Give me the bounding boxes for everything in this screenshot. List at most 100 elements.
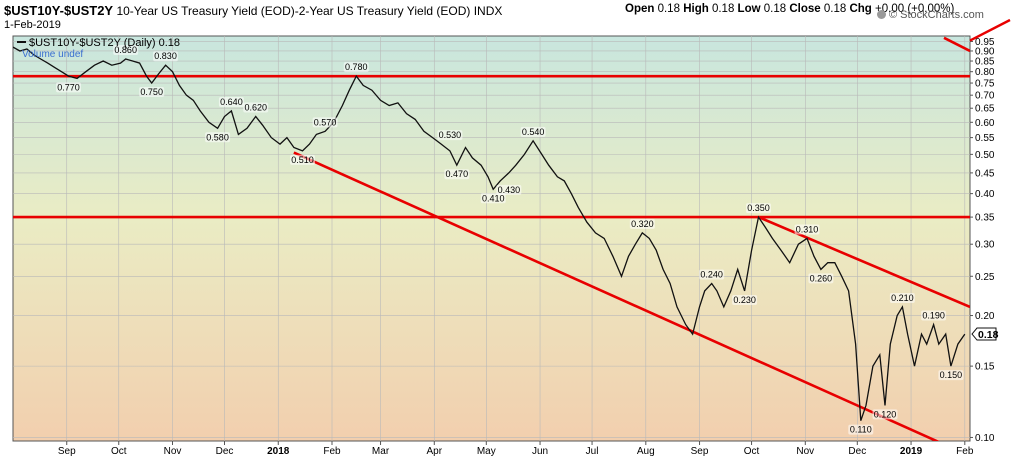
annotation-bg (629, 218, 655, 229)
annotation-label: 0.830 (154, 51, 177, 61)
description: 10-Year US Treasury Yield (EOD)-2-Year U… (116, 4, 471, 18)
y-tick-label: 0.35 (975, 213, 995, 224)
y-tick-label: 0.45 (975, 168, 995, 179)
chart-title: $UST10Y-$UST2Y 10-Year US Treasury Yield… (4, 3, 502, 18)
annotation-label: 0.230 (733, 295, 756, 305)
x-axis: Sep Oct Nov Dec 2018 Feb Mar Apr May Jun Jul Aug Sep… (58, 441, 974, 457)
x-tick-label: Oct (111, 446, 127, 457)
annotation-bg (872, 409, 898, 420)
annotation-bg (139, 87, 165, 98)
annotation-label: 0.540 (522, 127, 545, 137)
annotation-label: 0.780 (345, 62, 368, 72)
annotation-label: 0.310 (796, 224, 819, 234)
close-label: Close (789, 3, 821, 15)
y-tick-label: 0.80 (975, 67, 995, 78)
brand-watermark: © StockCharts.com (877, 9, 984, 21)
x-tick-label: Feb (323, 446, 341, 457)
annotation-label: 0.510 (291, 155, 314, 165)
annotation-label: 0.580 (206, 132, 229, 142)
y-tick-label: 0.10 (975, 433, 995, 444)
y-axis: 0.950.900.850.800.750.70 0.65 0.60 0.55 0.50… (970, 37, 995, 444)
annotation-bg (243, 102, 269, 113)
annotation-bg (205, 132, 231, 143)
last-value-marker: 0.18 (971, 327, 999, 341)
trendline-extension (969, 18, 1011, 42)
annotation-label: 0.570 (314, 117, 337, 127)
annotation-bg (921, 310, 947, 321)
y-tick-label: 0.85 (975, 57, 995, 68)
x-tick-label: Sep (58, 446, 76, 457)
y-tick-label: 0.55 (975, 133, 995, 144)
annotation-bg (113, 44, 139, 55)
annotation-label: 0.260 (810, 273, 833, 283)
y-tick-label: 0.95 (975, 37, 995, 48)
y-tick-label: 0.65 (975, 104, 995, 115)
x-tick-label: Oct (744, 446, 760, 457)
annotation-bg (480, 193, 506, 204)
x-tick-label: Sep (691, 446, 709, 457)
y-tick-label: 0.70 (975, 91, 995, 102)
x-tick-label: Jul (586, 446, 599, 457)
low-label: Low (737, 3, 761, 15)
annotation-bg (290, 154, 316, 165)
annotation-bg (343, 62, 369, 73)
annotation-label: 0.410 (482, 193, 505, 203)
trendline (757, 215, 970, 309)
high-label: High (683, 3, 709, 15)
x-tick-label: Apr (427, 446, 443, 457)
x-tick-label: Jun (532, 446, 548, 457)
annotation-label: 0.620 (244, 103, 267, 113)
legend: $UST10Y-$UST2Y (Daily) 0.18 Volume undef (17, 37, 180, 60)
annotation-bg (312, 117, 338, 128)
close-value: 0.18 (823, 3, 847, 15)
x-tick-label: Dec (848, 446, 866, 457)
x-tick-label: Nov (164, 446, 182, 457)
annotation-label: 0.640 (220, 97, 243, 107)
legend-volume-label: Volume undef (22, 49, 83, 60)
annotation-bg (520, 126, 546, 137)
x-tick-label: May (477, 446, 496, 457)
annotation-bg (732, 294, 758, 305)
symbol: $UST10Y-$UST2Y (4, 3, 114, 18)
annotation-label: 0.240 (700, 269, 723, 279)
annotation-bg (794, 224, 820, 235)
x-tick-label: Feb (956, 446, 974, 457)
legend-series-label: $UST10Y-$UST2Y (Daily) 0.18 (29, 37, 180, 49)
annotation-label: 0.530 (439, 130, 462, 140)
x-tick-label: Aug (637, 446, 655, 457)
annotation-bg (889, 292, 915, 303)
series-line (13, 46, 966, 421)
y-tick-label: 0.40 (975, 189, 995, 200)
annotation-label: 0.150 (940, 370, 963, 380)
trendline (293, 151, 940, 441)
annotation-label: 0.210 (891, 293, 914, 303)
annotation-label: 0.320 (631, 219, 654, 229)
annotation-bg (699, 269, 725, 280)
trendline (943, 36, 970, 53)
grid (13, 36, 970, 441)
last-value-label: 0.18 (978, 329, 999, 341)
annotation-bg (496, 184, 522, 195)
chart-date: 1-Feb-2019 (4, 19, 61, 31)
y-tick-label: 0.25 (975, 272, 995, 283)
annotation-label: 0.470 (446, 169, 469, 179)
trendlines (293, 36, 970, 441)
y-tick-label: 0.20 (975, 311, 995, 322)
horizontal-resistance-lines (13, 74, 970, 219)
x-tick-label: Dec (216, 446, 234, 457)
annotation-label: 0.110 (850, 425, 872, 435)
stockcharts-logo-icon (877, 10, 886, 19)
annotation-label: 0.750 (140, 87, 163, 97)
annotation-label: 0.120 (874, 409, 897, 419)
y-tick-label: 0.90 (975, 46, 995, 57)
annotation-bg (55, 82, 81, 93)
annotation-label: 0.430 (498, 185, 521, 195)
annotation-label: 0.350 (747, 203, 770, 213)
annotation-bg (808, 273, 834, 284)
y-tick-label: 0.30 (975, 240, 995, 251)
annotation-bg (218, 96, 244, 107)
annotation-label: 0.770 (57, 82, 80, 92)
x-tick-label: Nov (796, 446, 814, 457)
